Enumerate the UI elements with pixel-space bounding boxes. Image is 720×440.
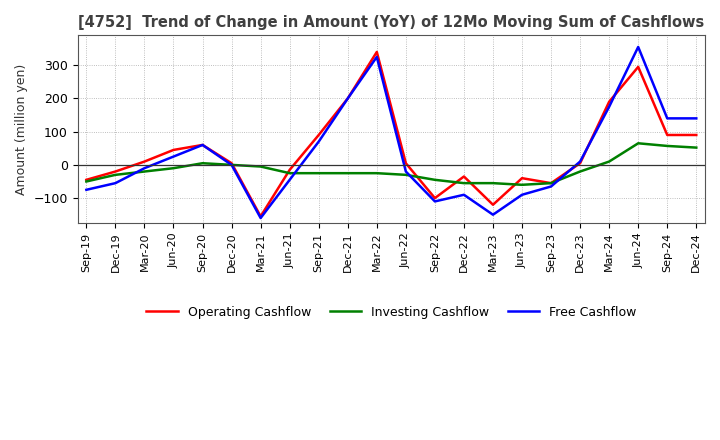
Investing Cashflow: [169, 165, 178, 171]
Line: Operating Cashflow: Operating Cashflow: [86, 52, 696, 216]
Title: [4752]  Trend of Change in Amount (YoY) of 12Mo Moving Sum of Cashflows: [4752] Trend of Change in Amount (YoY) o…: [78, 15, 704, 30]
Operating Cashflow: [285, 167, 294, 172]
Operating Cashflow: [459, 174, 468, 179]
Free Cashflow: [140, 165, 149, 171]
Investing Cashflow: [343, 171, 352, 176]
Investing Cashflow: [518, 182, 526, 187]
Free Cashflow: [372, 54, 381, 59]
Operating Cashflow: [372, 49, 381, 55]
Operating Cashflow: [82, 177, 91, 183]
Legend: Operating Cashflow, Investing Cashflow, Free Cashflow: Operating Cashflow, Investing Cashflow, …: [141, 301, 642, 323]
Free Cashflow: [605, 104, 613, 110]
Investing Cashflow: [431, 177, 439, 183]
Investing Cashflow: [256, 164, 265, 169]
Operating Cashflow: [431, 195, 439, 201]
Operating Cashflow: [546, 180, 555, 186]
Free Cashflow: [692, 116, 701, 121]
Operating Cashflow: [692, 132, 701, 138]
Free Cashflow: [518, 192, 526, 198]
Operating Cashflow: [198, 142, 207, 147]
Investing Cashflow: [546, 180, 555, 186]
Line: Investing Cashflow: Investing Cashflow: [86, 143, 696, 185]
Operating Cashflow: [111, 169, 120, 174]
Investing Cashflow: [402, 172, 410, 177]
Investing Cashflow: [140, 169, 149, 174]
Operating Cashflow: [663, 132, 672, 138]
Line: Free Cashflow: Free Cashflow: [86, 47, 696, 218]
Free Cashflow: [431, 199, 439, 204]
Free Cashflow: [111, 180, 120, 186]
Investing Cashflow: [285, 171, 294, 176]
Investing Cashflow: [372, 171, 381, 176]
Investing Cashflow: [692, 145, 701, 150]
Operating Cashflow: [140, 159, 149, 164]
Free Cashflow: [663, 116, 672, 121]
Free Cashflow: [169, 154, 178, 159]
Operating Cashflow: [402, 161, 410, 166]
Operating Cashflow: [489, 202, 498, 207]
Investing Cashflow: [228, 162, 236, 168]
Operating Cashflow: [518, 176, 526, 181]
Investing Cashflow: [576, 169, 585, 174]
Investing Cashflow: [198, 161, 207, 166]
Y-axis label: Amount (million yen): Amount (million yen): [15, 63, 28, 195]
Operating Cashflow: [315, 132, 323, 138]
Operating Cashflow: [169, 147, 178, 153]
Investing Cashflow: [82, 179, 91, 184]
Free Cashflow: [285, 177, 294, 183]
Free Cashflow: [228, 162, 236, 168]
Free Cashflow: [576, 159, 585, 164]
Investing Cashflow: [315, 171, 323, 176]
Free Cashflow: [402, 169, 410, 174]
Investing Cashflow: [459, 180, 468, 186]
Free Cashflow: [546, 184, 555, 189]
Free Cashflow: [459, 192, 468, 198]
Free Cashflow: [315, 139, 323, 144]
Free Cashflow: [489, 212, 498, 217]
Investing Cashflow: [489, 180, 498, 186]
Investing Cashflow: [663, 143, 672, 149]
Operating Cashflow: [256, 214, 265, 219]
Free Cashflow: [343, 96, 352, 101]
Free Cashflow: [198, 142, 207, 147]
Investing Cashflow: [634, 141, 642, 146]
Operating Cashflow: [634, 64, 642, 70]
Investing Cashflow: [111, 172, 120, 177]
Investing Cashflow: [605, 159, 613, 164]
Free Cashflow: [82, 187, 91, 192]
Operating Cashflow: [605, 99, 613, 104]
Free Cashflow: [634, 44, 642, 50]
Operating Cashflow: [343, 96, 352, 101]
Operating Cashflow: [576, 161, 585, 166]
Operating Cashflow: [228, 161, 236, 166]
Free Cashflow: [256, 216, 265, 221]
